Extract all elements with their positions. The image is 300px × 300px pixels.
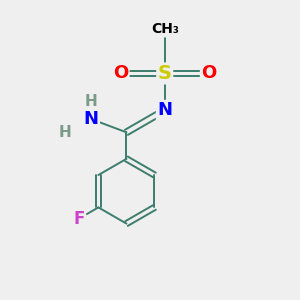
- Text: N: N: [84, 110, 99, 128]
- Text: N: N: [157, 101, 172, 119]
- Text: H: H: [58, 125, 71, 140]
- Text: CH₃: CH₃: [151, 22, 179, 36]
- Text: O: O: [201, 64, 217, 82]
- Text: S: S: [158, 64, 172, 83]
- Text: O: O: [113, 64, 128, 82]
- Text: F: F: [73, 210, 84, 228]
- Text: H: H: [85, 94, 98, 109]
